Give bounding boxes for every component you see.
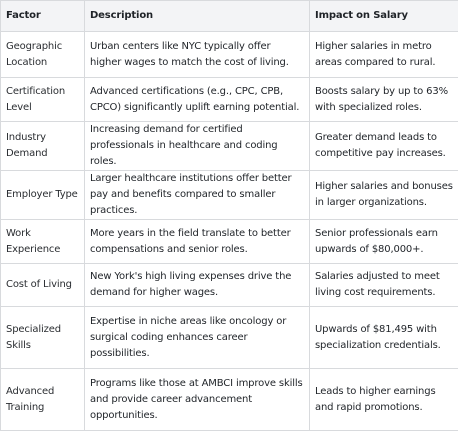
description-cell: Urban centers like NYC typically offer h… — [85, 32, 310, 78]
factor-cell: Industry Demand — [1, 122, 85, 171]
impact-cell: Salaries adjusted to meet living cost re… — [310, 264, 458, 307]
factor-cell: Geographic Location — [1, 32, 85, 78]
impact-cell: Leads to higher earnings and rapid promo… — [310, 369, 458, 431]
description-cell: Increasing demand for certified professi… — [85, 122, 310, 171]
table-header: Factor Description Impact on Salary — [1, 1, 458, 32]
impact-cell: Higher salaries and bonuses in larger or… — [310, 171, 458, 220]
impact-cell: Upwards of $81,495 with specialization c… — [310, 307, 458, 369]
factor-cell: Certification Level — [1, 78, 85, 122]
factor-cell: Employer Type — [1, 171, 85, 220]
table-row: Employer Type Larger healthcare institut… — [1, 171, 458, 220]
factor-cell: Cost of Living — [1, 264, 85, 307]
table-row: Geographic Location Urban centers like N… — [1, 32, 458, 78]
table-row: Specialized Skills Expertise in niche ar… — [1, 307, 458, 369]
header-impact: Impact on Salary — [310, 1, 458, 32]
table-row: Advanced Training Programs like those at… — [1, 369, 458, 431]
description-cell: Expertise in niche areas like oncology o… — [85, 307, 310, 369]
description-cell: Larger healthcare institutions offer bet… — [85, 171, 310, 220]
description-cell: Programs like those at AMBCI improve ski… — [85, 369, 310, 431]
table-row: Certification Level Advanced certificati… — [1, 78, 458, 122]
table-row: Work Experience More years in the field … — [1, 220, 458, 264]
table-body: Geographic Location Urban centers like N… — [1, 32, 458, 431]
factor-cell: Specialized Skills — [1, 307, 85, 369]
impact-cell: Senior professionals earn upwards of $80… — [310, 220, 458, 264]
description-cell: New York's high living expenses drive th… — [85, 264, 310, 307]
impact-cell: Higher salaries in metro areas compared … — [310, 32, 458, 78]
table-row: Cost of Living New York's high living ex… — [1, 264, 458, 307]
impact-cell: Greater demand leads to competitive pay … — [310, 122, 458, 171]
factor-cell: Advanced Training — [1, 369, 85, 431]
header-factor: Factor — [1, 1, 85, 32]
header-description: Description — [85, 1, 310, 32]
description-cell: More years in the field translate to bet… — [85, 220, 310, 264]
impact-cell: Boosts salary by up to 63% with speciali… — [310, 78, 458, 122]
header-row: Factor Description Impact on Salary — [1, 1, 458, 32]
table-row: Industry Demand Increasing demand for ce… — [1, 122, 458, 171]
description-cell: Advanced certifications (e.g., CPC, CPB,… — [85, 78, 310, 122]
factor-cell: Work Experience — [1, 220, 85, 264]
